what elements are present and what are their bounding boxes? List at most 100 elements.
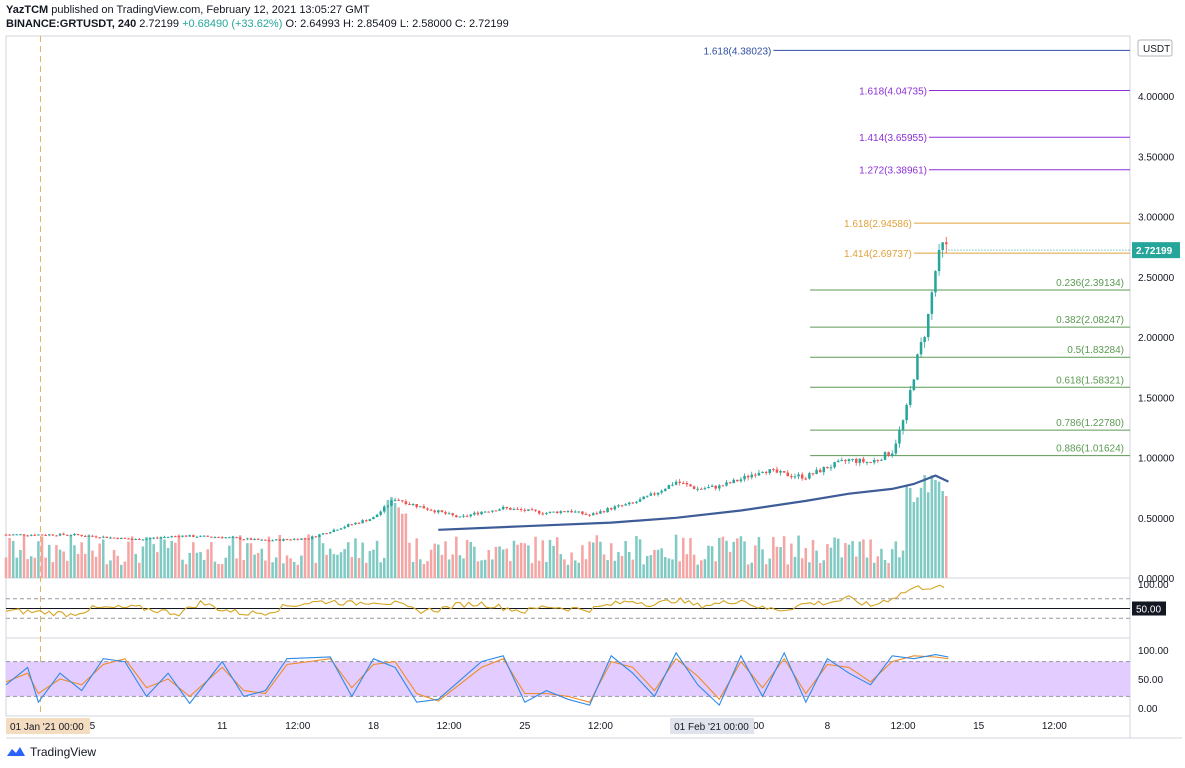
volume-bar bbox=[325, 554, 328, 578]
candle-body bbox=[617, 505, 620, 507]
volume-bar bbox=[19, 549, 22, 578]
volume-bar bbox=[854, 556, 858, 578]
candle-body bbox=[566, 510, 570, 512]
candle-body bbox=[685, 483, 689, 485]
volume-bar bbox=[307, 534, 310, 578]
candle-body bbox=[631, 502, 635, 504]
volume-bar bbox=[682, 537, 685, 578]
volume-bar bbox=[772, 537, 775, 578]
candle-body bbox=[98, 537, 101, 539]
candle-body bbox=[602, 511, 606, 513]
volume-bar bbox=[419, 559, 422, 578]
candle-body bbox=[696, 488, 699, 490]
volume-bar bbox=[58, 549, 62, 578]
candle-body bbox=[332, 529, 336, 533]
volume-bar bbox=[213, 561, 217, 578]
candle-body bbox=[145, 538, 148, 540]
candle-body bbox=[700, 488, 703, 490]
volume-bar bbox=[98, 543, 101, 578]
candle-body bbox=[606, 508, 609, 513]
volume-bar bbox=[141, 546, 145, 578]
candle-body bbox=[919, 342, 923, 355]
time-tick-label: 11 bbox=[217, 721, 228, 732]
candle-body bbox=[285, 539, 289, 541]
stoch-d-line bbox=[5, 655, 949, 703]
volume-bar bbox=[303, 538, 307, 578]
volume-bar bbox=[336, 554, 339, 578]
volume-bar bbox=[397, 507, 400, 578]
volume-bar bbox=[195, 552, 199, 578]
volume-bar bbox=[440, 554, 444, 578]
price-tick-label: 1.50000 bbox=[1138, 393, 1175, 404]
volume-bar bbox=[393, 503, 397, 578]
volume-bar bbox=[87, 534, 91, 578]
candle-body bbox=[220, 537, 224, 539]
volume-bar bbox=[595, 535, 599, 578]
candle-body bbox=[664, 488, 667, 491]
volume-bar bbox=[696, 564, 699, 578]
candle-body bbox=[930, 292, 934, 314]
candle-body bbox=[343, 526, 346, 529]
candle-body bbox=[851, 459, 854, 461]
candle-body bbox=[530, 509, 534, 511]
candle-body bbox=[458, 516, 462, 518]
candle-body bbox=[505, 506, 509, 509]
volume-bar bbox=[775, 546, 779, 578]
candle-body bbox=[73, 533, 76, 536]
candle-body bbox=[33, 534, 37, 536]
candle-body bbox=[512, 508, 516, 510]
volume-bar bbox=[545, 561, 548, 578]
candle-body bbox=[314, 536, 318, 538]
volume-bar bbox=[707, 545, 710, 578]
fibonacci-levels[interactable]: 1.618(4.38023) 1.618(4.04735) 1.414(3.6595… bbox=[704, 46, 1130, 457]
volume-bar bbox=[346, 542, 350, 578]
candle-body bbox=[739, 479, 743, 482]
candle-body bbox=[238, 537, 242, 540]
price-axis[interactable]: 4.00000 3.50000 3.00000 2.50000 2.00000 1.500… bbox=[1138, 92, 1175, 585]
time-tick-label: 15 bbox=[973, 721, 985, 732]
volume-bar bbox=[469, 541, 472, 578]
candle-body bbox=[242, 539, 246, 541]
candle-body bbox=[76, 533, 80, 536]
candle-body bbox=[368, 519, 372, 522]
volume-bar bbox=[660, 548, 663, 578]
candle-body bbox=[916, 354, 919, 380]
candle-body bbox=[660, 490, 663, 493]
volume-bar bbox=[721, 536, 725, 578]
volume-bar bbox=[455, 536, 458, 578]
volume-bar bbox=[339, 552, 343, 578]
candle-body bbox=[415, 504, 418, 508]
volume-bar bbox=[584, 559, 588, 578]
volume-bar bbox=[811, 539, 815, 578]
volume-bar bbox=[383, 557, 386, 578]
candle-body bbox=[202, 535, 206, 537]
volume-bar bbox=[808, 562, 811, 578]
candle-body bbox=[350, 524, 354, 526]
volume-bar bbox=[328, 548, 332, 578]
candle-body bbox=[779, 471, 782, 473]
volume-bar bbox=[573, 560, 577, 578]
candle-body bbox=[422, 506, 426, 509]
candle-body bbox=[537, 510, 541, 514]
currency-button[interactable] bbox=[1137, 39, 1173, 57]
volume-bar bbox=[170, 540, 173, 578]
candle-body bbox=[364, 520, 368, 522]
volume-bar bbox=[527, 545, 530, 578]
volume-bar bbox=[591, 542, 595, 578]
candle-body bbox=[563, 511, 566, 513]
publisher-name: YazTCM bbox=[6, 4, 49, 16]
candle-body bbox=[703, 488, 707, 490]
volume-bar bbox=[865, 557, 869, 578]
volume-bar bbox=[289, 558, 292, 578]
candle-body bbox=[264, 539, 267, 541]
volume-bar bbox=[206, 549, 210, 578]
volume-bar bbox=[512, 540, 516, 578]
candle-body bbox=[534, 509, 537, 511]
candle-body bbox=[166, 536, 170, 538]
time-axis[interactable]: 51112:001812:002512:0012:00812:001512:00… bbox=[6, 718, 1067, 734]
candle-body bbox=[181, 535, 184, 537]
volume-bar bbox=[883, 560, 887, 578]
price-tick-label: 3.50000 bbox=[1138, 152, 1175, 163]
candle-body bbox=[447, 513, 451, 515]
